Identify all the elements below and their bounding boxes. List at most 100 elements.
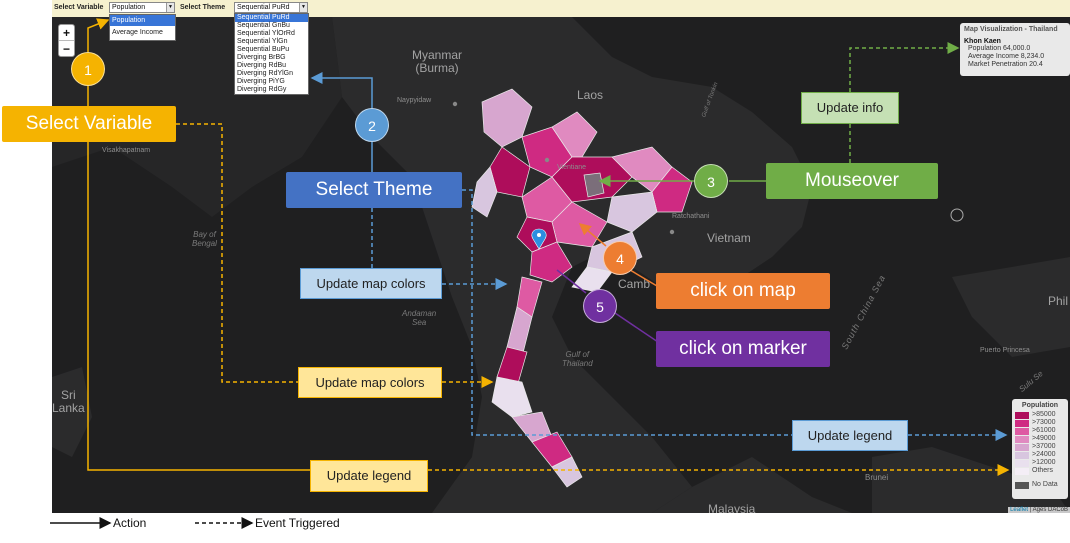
- legend-item-label: >12000: [1032, 459, 1056, 466]
- select-variable-callout: Select Variable: [2, 106, 176, 142]
- tiles-attribution: | Ages DACoB: [1029, 507, 1068, 513]
- legend-swatch: [1015, 451, 1029, 459]
- legend-item: >24000: [1015, 451, 1065, 459]
- legend-swatch: [1015, 427, 1029, 435]
- zoom-out-button[interactable]: −: [62, 42, 70, 56]
- map-label-myanmar: Myanmar (Burma): [412, 48, 463, 75]
- legend-item: >61000: [1015, 427, 1065, 435]
- info-income: Average Income 8,234.0: [968, 53, 1045, 60]
- step-4-marker: 4: [603, 241, 637, 275]
- variable-option[interactable]: Average Income: [112, 29, 163, 36]
- theme-select[interactable]: Sequential PuRd ▼: [234, 2, 308, 13]
- variable-dropdown[interactable]: Population Average Income: [109, 14, 176, 41]
- mouseover-callout: Mouseover: [766, 163, 938, 199]
- action-key-label: Action: [113, 516, 147, 530]
- info-panel: Map Visualization - Thailand Khon Kaen P…: [960, 23, 1070, 76]
- map-label-naypyidaw: Naypyidaw: [397, 97, 432, 104]
- map-label-vietnam: Vietnam: [707, 231, 751, 245]
- zoom-control[interactable]: + −: [58, 24, 75, 57]
- select-theme-callout: Select Theme: [286, 172, 462, 208]
- map-label-bay-of-bengal: Bay of Bengal: [192, 230, 217, 248]
- theme-option[interactable]: Sequential YlOrRd: [237, 30, 295, 37]
- theme-select-value: Sequential PuRd: [237, 4, 290, 11]
- event-key-label: Event Triggered: [255, 516, 340, 530]
- map-label-vientiane: Vientiane: [557, 164, 587, 171]
- legend-item: >73000: [1015, 419, 1065, 427]
- legend-swatch: [1015, 459, 1029, 467]
- legend-item-label: >49000: [1032, 435, 1056, 442]
- info-population: Population 64,000.0: [968, 45, 1031, 52]
- step-5-marker: 5: [583, 289, 617, 323]
- theme-option[interactable]: Diverging RdBu: [237, 62, 287, 69]
- legend-item-label: >73000: [1032, 419, 1056, 426]
- map-label-cambodia: Camb: [618, 277, 651, 291]
- theme-option[interactable]: Diverging RdYlGn: [237, 70, 294, 77]
- legend-item: >12000: [1015, 459, 1065, 467]
- legend-item: Others: [1015, 467, 1065, 475]
- update-map-colors-note-orange: Update map colors: [298, 367, 442, 398]
- legend-item: >49000: [1015, 435, 1065, 443]
- chevron-down-icon[interactable]: ▼: [299, 3, 307, 12]
- legend-swatch: [1015, 411, 1029, 419]
- variable-select[interactable]: Population ▼: [109, 2, 175, 13]
- legend-item-nodata: No Data: [1015, 481, 1065, 489]
- chevron-down-icon[interactable]: ▼: [166, 3, 174, 12]
- legend-title: Population: [1021, 402, 1059, 409]
- map-label-sri-lanka: Sri Lanka: [52, 388, 85, 415]
- theme-option[interactable]: Sequential YlGn: [237, 38, 288, 45]
- theme-option[interactable]: Sequential GnBu: [237, 22, 290, 29]
- update-legend-note-blue: Update legend: [792, 420, 908, 451]
- map-label-andaman-sea: Andaman Sea: [402, 309, 437, 327]
- map-legend: Population >85000 >73000 >61000 >49000 >…: [1012, 399, 1068, 499]
- legend-swatch: [1015, 481, 1029, 489]
- update-map-colors-note-blue: Update map colors: [300, 268, 442, 299]
- theme-dropdown[interactable]: Sequential PuRd Sequential GnBu Sequenti…: [234, 13, 309, 95]
- legend-item-label: >37000: [1032, 443, 1056, 450]
- theme-option[interactable]: Diverging PiYG: [237, 78, 285, 85]
- map-canvas[interactable]: + − Myanmar (Burma) Laos Vietnam Camb Ph…: [52, 17, 1070, 513]
- click-on-marker-callout: click on marker: [656, 331, 830, 367]
- theme-option[interactable]: Diverging BrBG: [237, 54, 286, 61]
- map-label-malaysia: Malaysia: [708, 502, 756, 513]
- zoom-in-button[interactable]: +: [59, 25, 74, 41]
- legend-item-label: >61000: [1032, 427, 1056, 434]
- legend-item: >37000: [1015, 443, 1065, 451]
- legend-item-label: Others: [1032, 467, 1054, 474]
- info-province: Khon Kaen: [964, 38, 1001, 45]
- map-label-puerto-princesa: Puerto Princesa: [980, 347, 1030, 354]
- variable-label: Select Variable: [54, 4, 104, 11]
- theme-option[interactable]: Sequential BuPu: [237, 46, 290, 53]
- map-label-ratchathani: Ratchathani: [672, 213, 710, 220]
- step-1-marker: 1: [71, 52, 105, 86]
- map-label-brunei: Brunei: [865, 473, 889, 482]
- theme-label: Select Theme: [180, 4, 226, 11]
- legend-swatch: [1015, 467, 1029, 475]
- theme-option[interactable]: Sequential PuRd: [235, 14, 308, 22]
- leaflet-link[interactable]: Leaflet: [1010, 507, 1029, 513]
- controls-bar: Select Variable Population ▼ Select Them…: [52, 0, 1070, 17]
- map-graphics: [52, 17, 1070, 513]
- legend-item-label: No Data: [1032, 481, 1058, 488]
- figure-key: Action Event Triggered: [50, 516, 390, 534]
- variable-select-value: Population: [112, 4, 146, 11]
- map-label-laos: Laos: [577, 88, 604, 102]
- step-3-marker: 3: [694, 164, 728, 198]
- theme-option[interactable]: Diverging RdGy: [237, 86, 287, 93]
- legend-swatch: [1015, 435, 1029, 443]
- variable-option[interactable]: Population: [110, 15, 175, 26]
- info-penetration: Market Penetration 20.4: [968, 61, 1043, 68]
- legend-item-label: >24000: [1032, 451, 1056, 458]
- legend-item-label: >85000: [1032, 411, 1056, 418]
- legend-swatch: [1015, 443, 1029, 451]
- legend-swatch: [1015, 419, 1029, 427]
- info-title: Map Visualization - Thailand: [964, 26, 1058, 33]
- map-label-gulf-of-thailand: Gulf of Thailand: [562, 350, 593, 368]
- legend-item: >85000: [1015, 411, 1065, 419]
- map-label-visakhapatnam: Visakhapatnam: [102, 147, 151, 154]
- map-label-philippines: Phil: [1048, 294, 1069, 308]
- step-2-marker: 2: [355, 108, 389, 142]
- click-on-map-callout: click on map: [656, 273, 830, 309]
- update-info-note: Update info: [801, 92, 899, 124]
- update-legend-note-orange: Update legend: [310, 460, 428, 492]
